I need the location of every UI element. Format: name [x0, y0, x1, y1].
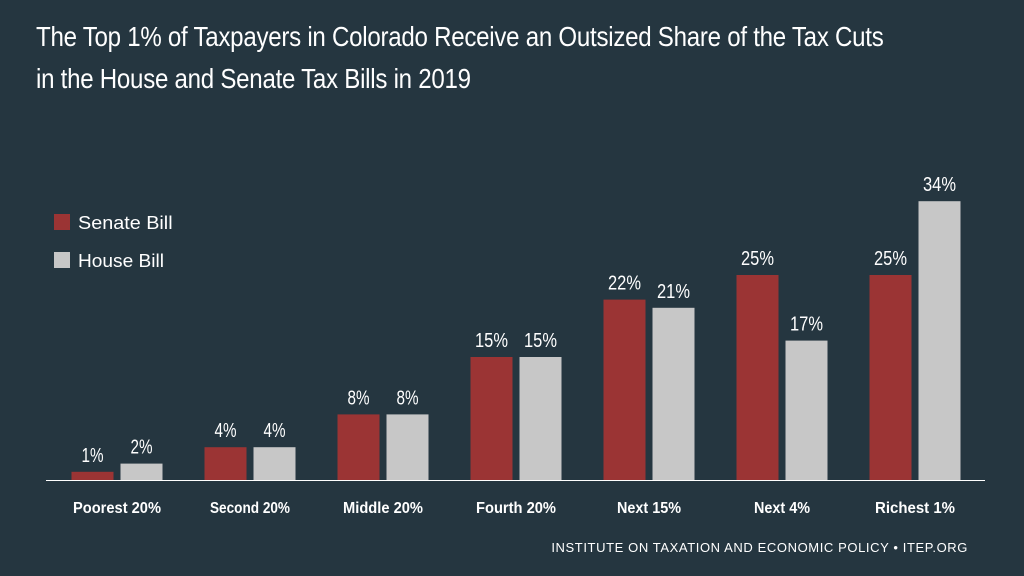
bar-senate-bill-next-15pct	[603, 299, 646, 480]
data-label-house-bill-poorest-20pct: 2%	[131, 437, 153, 459]
legend-label-house-bill: House Bill	[78, 251, 164, 271]
x-tick-label-next-4pct: Next 4%	[754, 500, 810, 517]
bar-senate-bill-fourth-20pct	[470, 357, 513, 480]
data-label-senate-bill-next-15pct: 22%	[608, 273, 641, 295]
bar-senate-bill-poorest-20pct	[71, 471, 114, 480]
x-tick-label-second-20pct: Second 20%	[210, 500, 290, 517]
bar-senate-bill-second-20pct	[204, 447, 247, 480]
bar-house-bill-next-15pct	[652, 307, 695, 480]
data-label-senate-bill-fourth-20pct: 15%	[475, 330, 508, 352]
bar-house-bill-middle-20pct	[386, 414, 429, 480]
source-footer: INSTITUTE ON TAXATION AND ECONOMIC POLIC…	[551, 540, 968, 555]
data-label-senate-bill-next-4pct: 25%	[741, 248, 774, 270]
data-label-senate-bill-middle-20pct: 8%	[348, 387, 370, 409]
chart-title-line-1: The Top 1% of Taxpayers in Colorado Rece…	[36, 21, 884, 52]
chart-title: The Top 1% of Taxpayers in Colorado Rece…	[36, 16, 884, 100]
legend-swatch-house-bill	[54, 252, 70, 268]
data-label-house-bill-richest-1pct: 34%	[923, 174, 956, 196]
data-label-house-bill-middle-20pct: 8%	[397, 387, 419, 409]
data-label-house-bill-second-20pct: 4%	[264, 420, 286, 442]
data-label-house-bill-next-4pct: 17%	[790, 314, 823, 336]
bar-house-bill-poorest-20pct	[120, 463, 163, 480]
data-label-house-bill-fourth-20pct: 15%	[524, 330, 557, 352]
data-label-senate-bill-second-20pct: 4%	[215, 420, 237, 442]
chart-title-line-2: in the House and Senate Tax Bills in 201…	[36, 63, 471, 94]
bar-senate-bill-next-4pct	[736, 275, 779, 480]
bar-house-bill-second-20pct	[253, 447, 296, 480]
bar-house-bill-richest-1pct	[918, 201, 961, 480]
bar-house-bill-next-4pct	[785, 340, 828, 480]
legend-label-senate-bill: Senate Bill	[78, 213, 173, 233]
x-tick-label-fourth-20pct: Fourth 20%	[476, 500, 556, 517]
bar-house-bill-fourth-20pct	[519, 357, 562, 480]
x-tick-label-middle-20pct: Middle 20%	[343, 500, 423, 517]
legend-swatch-senate-bill	[54, 214, 70, 230]
data-label-senate-bill-richest-1pct: 25%	[874, 248, 907, 270]
x-tick-label-next-15pct: Next 15%	[617, 500, 681, 517]
x-tick-label-richest-1pct: Richest 1%	[875, 500, 955, 517]
bar-senate-bill-middle-20pct	[337, 414, 380, 480]
data-label-house-bill-next-15pct: 21%	[657, 281, 690, 303]
bar-senate-bill-richest-1pct	[869, 275, 912, 480]
x-tick-label-poorest-20pct: Poorest 20%	[73, 500, 161, 517]
data-label-senate-bill-poorest-20pct: 1%	[82, 445, 104, 467]
